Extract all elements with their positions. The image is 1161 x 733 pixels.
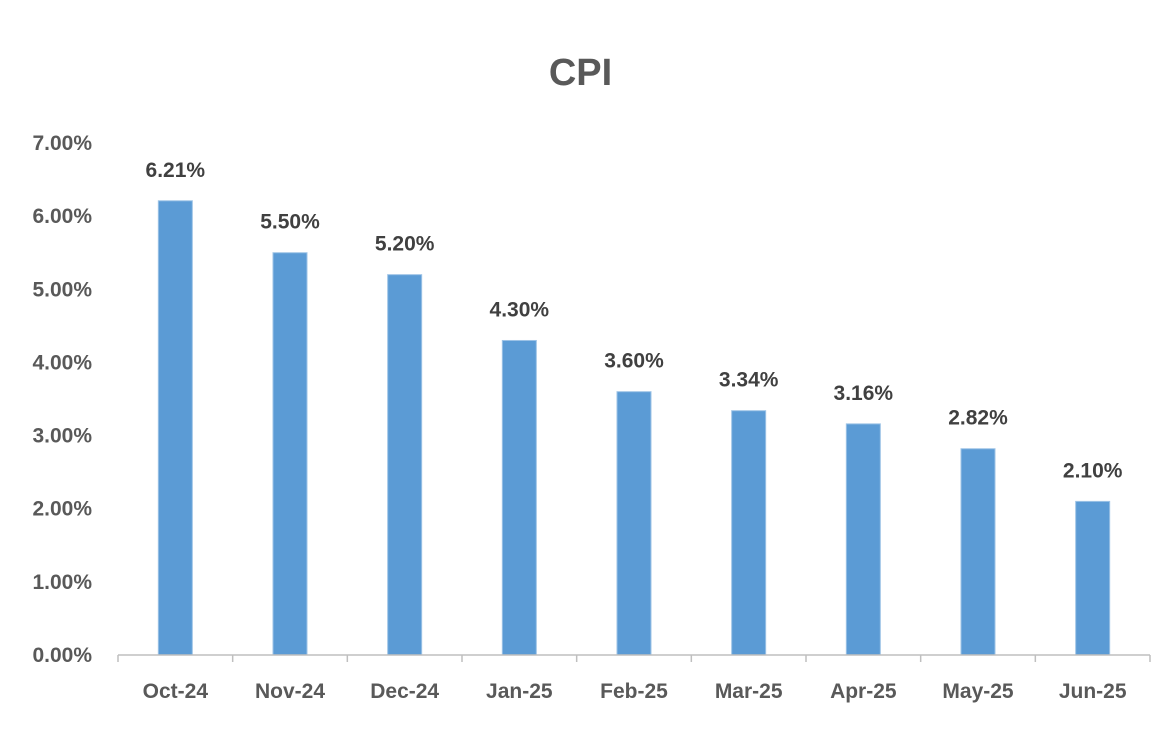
bar-mar-25 [731, 410, 767, 656]
x-axis-ticks [117, 655, 1151, 662]
bar-may-25 [960, 448, 996, 656]
bar-feb-25 [616, 391, 652, 656]
x-tick-label: Dec-24 [370, 680, 439, 703]
x-tick-label: Oct-24 [143, 680, 209, 703]
y-tick-label: 7.00% [32, 132, 92, 155]
data-label: 6.21% [146, 159, 206, 182]
data-label: 3.60% [604, 350, 664, 373]
y-tick-label: 3.00% [32, 425, 92, 448]
x-axis-labels: Oct-24 Nov-24 Dec-24 Jan-25 Feb-25 Mar-25 Apr-… [143, 680, 1127, 703]
data-labels: 6.21% 5.50% 5.20% 4.30% 3.60% 3.34% 3.16% 2.82%… [146, 159, 1123, 483]
bar-jan-25 [501, 339, 537, 656]
data-label: 3.34% [719, 369, 779, 392]
y-tick-label: 4.00% [32, 351, 92, 374]
bar-apr-25 [845, 423, 881, 656]
y-tick-label: 5.00% [32, 278, 92, 301]
x-tick-label: Mar-25 [715, 680, 783, 703]
x-tick-label: May-25 [942, 680, 1014, 703]
bar-oct-24 [157, 200, 193, 656]
x-tick-label: Feb-25 [600, 680, 668, 703]
y-tick-label: 0.00% [32, 644, 92, 667]
x-tick-label: Jan-25 [486, 680, 553, 703]
data-label: 2.82% [948, 407, 1008, 430]
y-tick-label: 6.00% [32, 205, 92, 228]
data-label: 4.30% [490, 298, 550, 321]
data-label: 3.16% [834, 382, 894, 405]
bar-nov-24 [272, 252, 308, 656]
data-label: 5.50% [260, 211, 320, 234]
bars [157, 200, 1111, 656]
y-tick-label: 1.00% [32, 571, 92, 594]
chart-title: CPI [548, 52, 613, 94]
data-label: 5.20% [375, 233, 435, 256]
y-tick-label: 2.00% [32, 498, 92, 521]
x-tick-label: Apr-25 [830, 680, 897, 703]
bar-dec-24 [387, 274, 423, 656]
y-axis-labels: 0.00% 1.00% 2.00% 3.00% 4.00% 5.00% 6.00% 7.00% [32, 132, 92, 667]
x-tick-label: Jun-25 [1059, 680, 1127, 703]
bar-jun-25 [1075, 500, 1111, 656]
x-tick-label: Nov-24 [255, 680, 325, 703]
data-label: 2.10% [1063, 459, 1123, 482]
